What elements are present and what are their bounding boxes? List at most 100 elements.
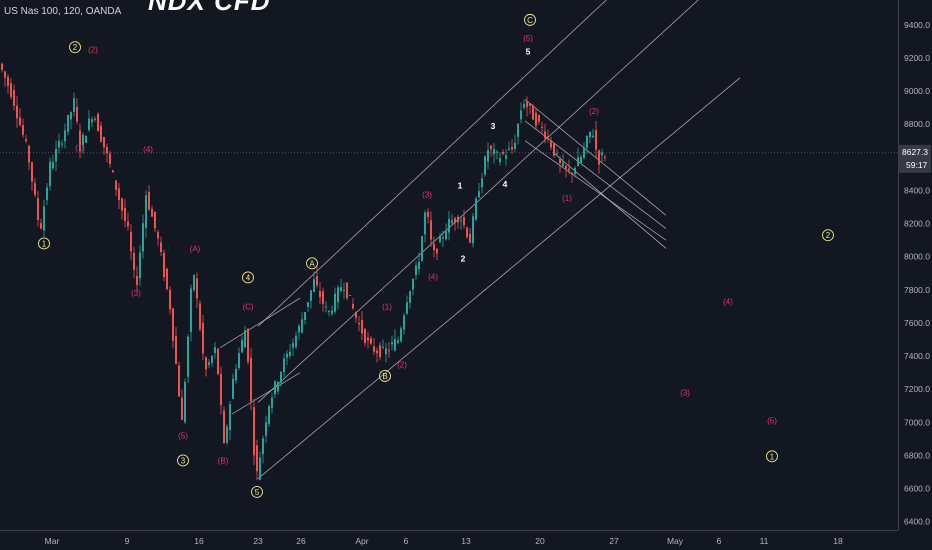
candle-body: [463, 217, 465, 226]
price-tick-label: 8200.0: [904, 219, 930, 229]
price-tick-label: 9200.0: [904, 53, 930, 63]
time-tick-label: 6: [404, 536, 409, 546]
candle-body: [163, 252, 165, 278]
candle-body: [598, 150, 600, 165]
time-tick-label: 6: [717, 536, 722, 546]
candle-body: [55, 148, 57, 162]
candle-body: [379, 345, 381, 358]
candle-body: [274, 381, 276, 395]
candle-body: [205, 357, 207, 370]
candle-body: [241, 339, 243, 353]
wave-label: 5: [255, 488, 260, 497]
channel-line: [257, 0, 607, 327]
wave-label: 3: [181, 456, 186, 465]
price-tick-label: 9000.0: [904, 86, 930, 96]
wave-label: 2: [826, 231, 831, 240]
candle-body: [175, 335, 177, 364]
wave-label-circle: [766, 450, 778, 463]
time-tick-label: 18: [833, 536, 843, 546]
price-tick-label: 8400.0: [904, 185, 930, 195]
candle-body: [427, 211, 429, 217]
candle-body: [229, 404, 231, 431]
candle-body: [181, 397, 183, 420]
candle-body: [178, 365, 180, 397]
trend-channels: [219, 0, 741, 479]
candle-body: [529, 103, 531, 106]
current-price-label: 8627.3: [902, 147, 928, 157]
candle-body: [355, 312, 357, 318]
candle-body: [589, 131, 591, 138]
candle-body: [7, 76, 9, 86]
candle-body: [10, 83, 12, 97]
chart-title: NDX CFD: [148, 0, 271, 16]
candle-body: [127, 221, 129, 227]
candle-body: [94, 118, 96, 120]
candle-body: [283, 358, 285, 373]
candle-body: [295, 335, 297, 347]
candle-body: [376, 350, 378, 354]
price-tick-label: 7000.0: [904, 417, 930, 427]
candle-body: [166, 268, 168, 290]
candle-body: [154, 211, 156, 229]
candle-body: [532, 105, 534, 120]
candle-body: [454, 218, 456, 223]
candle-body: [580, 156, 582, 163]
candle-body: [514, 142, 516, 149]
candle-body: [436, 248, 438, 254]
wave-label: (C): [242, 302, 253, 311]
candle-body: [343, 289, 345, 291]
wave-label: (5): [178, 432, 188, 441]
candle-body: [439, 235, 441, 243]
candle-body: [421, 236, 423, 261]
candle-body: [292, 343, 294, 348]
candle-body: [409, 291, 411, 303]
candle-body: [253, 407, 255, 456]
candle-body: [139, 252, 141, 279]
candle-body: [475, 198, 477, 220]
wave-label: (1): [75, 143, 85, 152]
candle-body: [583, 147, 585, 158]
candle-body: [289, 351, 291, 356]
wave-label: (3): [680, 389, 690, 398]
time-tick-label: 20: [535, 536, 545, 546]
time-tick-label: 16: [194, 536, 204, 546]
candle-body: [58, 141, 60, 148]
candle-body: [361, 319, 363, 334]
candle-body: [196, 278, 198, 299]
candle-body: [115, 180, 117, 190]
candle-body: [349, 294, 351, 296]
candle-body: [367, 337, 369, 341]
wave-label-circle: [38, 237, 50, 250]
channel-line: [257, 0, 699, 403]
candle-body: [385, 348, 387, 355]
candle-body: [478, 191, 480, 198]
wave-label: (2): [88, 46, 98, 55]
candle-body: [220, 374, 222, 406]
candle-body: [412, 278, 414, 290]
candle-body: [466, 227, 468, 238]
wave-label: 5: [526, 46, 531, 56]
candle-body: [325, 306, 327, 308]
wave-label-circle: [242, 271, 254, 284]
wave-label: (A): [190, 244, 201, 253]
candle-body: [121, 198, 123, 211]
candle-body: [301, 319, 303, 333]
wave-label: 2: [461, 253, 466, 263]
candle-body: [523, 103, 525, 108]
candle-body: [37, 198, 39, 221]
candle-body: [13, 90, 15, 106]
countdown-label: 59:17: [906, 160, 928, 170]
channel-line: [231, 372, 301, 415]
candle-body: [112, 170, 114, 173]
price-tick-label: 6400.0: [904, 517, 930, 527]
candle-body: [97, 114, 99, 132]
candle-body: [64, 130, 66, 142]
candle-body: [472, 216, 474, 244]
candle-body: [526, 101, 528, 108]
candle-body: [568, 168, 570, 171]
candle-body: [496, 151, 498, 153]
candle-body: [304, 312, 306, 321]
wave-label: (5): [767, 417, 777, 426]
candle-body: [511, 147, 513, 150]
